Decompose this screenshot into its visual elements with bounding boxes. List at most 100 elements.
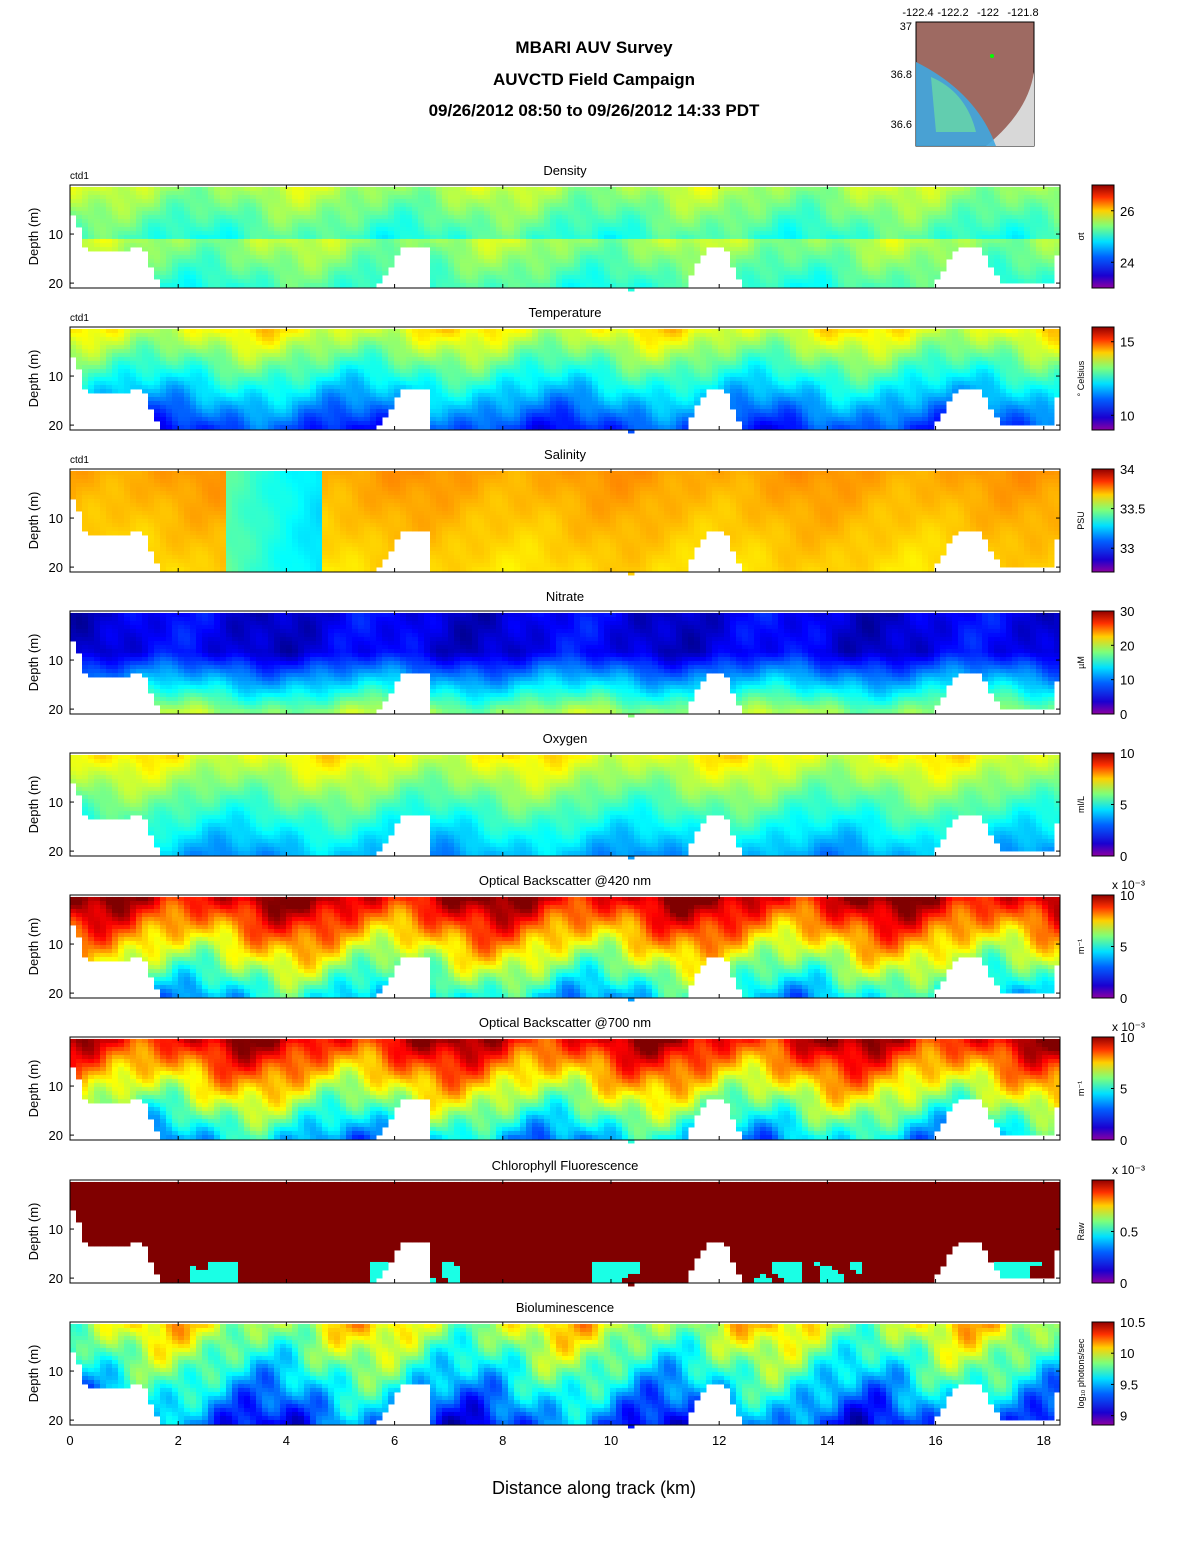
heatmap-cell (1042, 187, 1049, 192)
heatmap-cell (820, 191, 827, 196)
heatmap-cell (286, 385, 293, 390)
heatmap-cell (940, 199, 947, 204)
heatmap-cell (466, 195, 473, 200)
heatmap-cell (1006, 251, 1013, 256)
heatmap-cell (184, 215, 191, 220)
heatmap-cell (544, 267, 551, 272)
heatmap-cell (862, 195, 869, 200)
heatmap-cell (778, 247, 785, 252)
heatmap-cell (652, 279, 659, 284)
heatmap-cell (184, 203, 191, 208)
heatmap-cell (484, 199, 491, 204)
heatmap-cell (166, 255, 173, 260)
heatmap-cell (352, 195, 359, 200)
heatmap-cell (982, 191, 989, 196)
heatmap-cell (928, 231, 935, 236)
heatmap-cell (304, 345, 311, 350)
heatmap-cell (160, 353, 167, 358)
heatmap-cell (292, 417, 299, 422)
heatmap-cell (256, 389, 263, 394)
heatmap-cell (556, 231, 563, 236)
heatmap-cell (874, 223, 881, 228)
heatmap-cell (1036, 271, 1043, 276)
heatmap-cell (496, 255, 503, 260)
heatmap-cell (340, 393, 347, 398)
heatmap-cell (256, 421, 263, 426)
heatmap-cell (394, 195, 401, 200)
heatmap-cell (436, 239, 443, 244)
heatmap-cell (628, 243, 635, 248)
heatmap-cell (604, 203, 611, 208)
heatmap-cell (190, 385, 197, 390)
heatmap-cell (1018, 263, 1025, 268)
heatmap-cell (496, 215, 503, 220)
heatmap-cell (190, 271, 197, 276)
heatmap-cell (454, 235, 461, 240)
heatmap-cell (280, 191, 287, 196)
heatmap-cell (634, 283, 641, 288)
heatmap-cell (322, 329, 329, 334)
heatmap-cell (490, 219, 497, 224)
heatmap-cell (760, 211, 767, 216)
heatmap-cell (574, 223, 581, 228)
heatmap-cell (448, 211, 455, 216)
heatmap-cell (586, 251, 593, 256)
heatmap-cell (106, 353, 113, 358)
heatmap-cell (1048, 199, 1055, 204)
heatmap-cell (376, 377, 383, 382)
heatmap-cell (832, 271, 839, 276)
heatmap-cell (160, 199, 167, 204)
heatmap-cell (370, 361, 377, 366)
heatmap-cell (430, 255, 437, 260)
heatmap-cell (82, 203, 89, 208)
heatmap-cell (586, 215, 593, 220)
heatmap-cell (1024, 223, 1031, 228)
heatmap-cell (742, 267, 749, 272)
heatmap-cell (766, 235, 773, 240)
heatmap-cell (928, 207, 935, 212)
heatmap-cell (136, 353, 143, 358)
heatmap-cell (550, 255, 557, 260)
heatmap-cell (742, 227, 749, 232)
heatmap-cell (778, 251, 785, 256)
heatmap-cell (442, 231, 449, 236)
heatmap-cell (940, 263, 947, 268)
heatmap-cell (430, 231, 437, 236)
heatmap-cell (946, 223, 953, 228)
heatmap-cell (364, 263, 371, 268)
heatmap-cell (892, 275, 899, 280)
heatmap-cell (370, 275, 377, 280)
heatmap-cell (178, 421, 185, 426)
heatmap-cell (172, 345, 179, 350)
heatmap-cell (76, 349, 83, 354)
heatmap-cell (406, 215, 413, 220)
heatmap-cell (430, 263, 437, 268)
heatmap-cell (112, 195, 119, 200)
heatmap-cell (700, 227, 707, 232)
heatmap-cell (646, 271, 653, 276)
heatmap-cell (232, 195, 239, 200)
heatmap-cell (268, 329, 275, 334)
heatmap-cell (502, 207, 509, 212)
heatmap-cell (832, 231, 839, 236)
heatmap-cell (886, 235, 893, 240)
heatmap-cell (880, 255, 887, 260)
heatmap-cell (832, 211, 839, 216)
heatmap-cell (748, 255, 755, 260)
heatmap-cell (196, 271, 203, 276)
heatmap-cell (622, 239, 629, 244)
heatmap-cell (628, 275, 635, 280)
heatmap-cell (262, 283, 269, 288)
heatmap-cell (442, 255, 449, 260)
heatmap-cell (184, 227, 191, 232)
heatmap-cell (862, 211, 869, 216)
heatmap-cell (244, 231, 251, 236)
heatmap-cell (76, 219, 83, 224)
heatmap-cell (964, 243, 971, 248)
heatmap-cell (166, 425, 173, 430)
heatmap-cell (754, 215, 761, 220)
heatmap-cell (982, 231, 989, 236)
heatmap-cell (940, 243, 947, 248)
heatmap-cell (682, 195, 689, 200)
heatmap-cell (508, 283, 515, 288)
